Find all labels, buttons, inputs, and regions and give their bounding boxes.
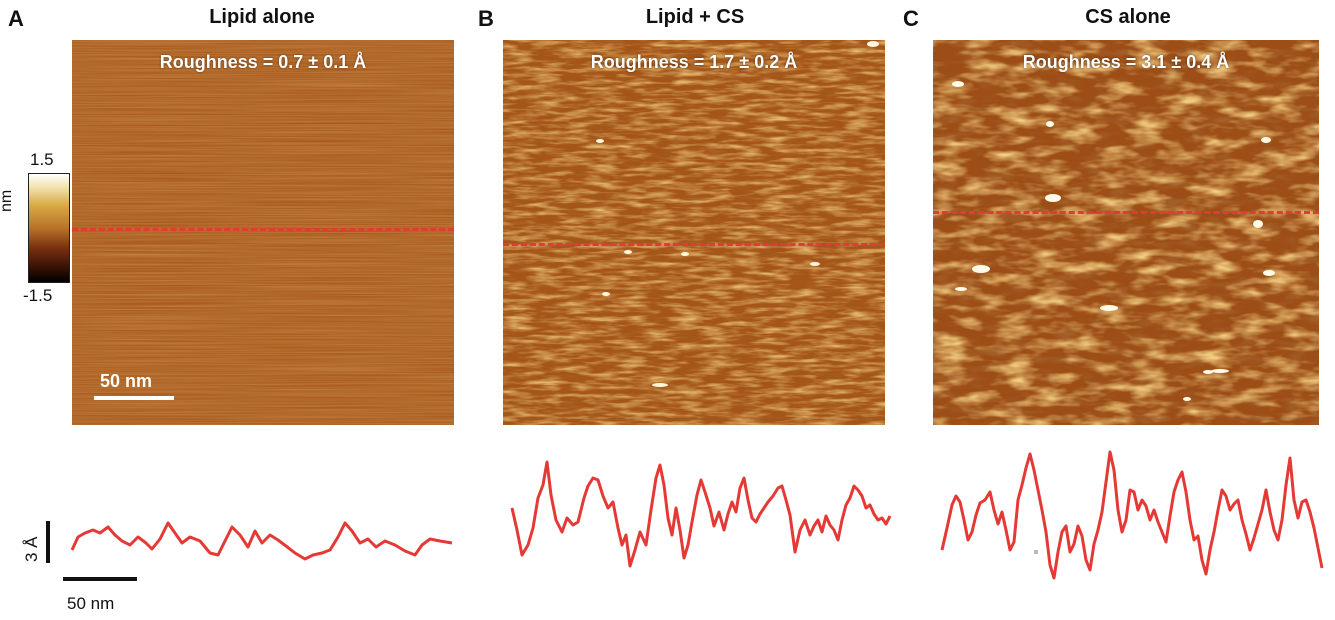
panel-letter-b: B [478,6,494,31]
image-scalebar-label: 50 nm [100,371,153,391]
scan-line-b [503,243,885,246]
roughness-label-b: Roughness = 1.7 ± 0.2 Å [590,52,798,72]
height-profile-c [940,450,1324,580]
colorbar-min-label: -1.5 [23,286,53,305]
profile-horizontal-scalebar [63,577,137,581]
afm-texture-a [72,40,454,425]
colorbar-max-label: 1.5 [30,150,54,169]
profile-horizontal-scalebar-label: 50 nm [67,594,115,613]
scan-line-c [933,211,1319,214]
height-profile-b [510,460,892,568]
panel-title-c: CS alone [1085,6,1171,28]
afm-image-lipid-alone: Roughness = 0.7 ± 0.1 Å 50 nm [72,40,454,425]
profile-vertical-scalebar-label: 3 Å [22,536,41,562]
panel-letter-c: C [903,6,919,31]
image-scalebar [94,396,174,400]
scan-line-a [72,228,454,231]
panel-letter-a: A [8,6,24,31]
panel-title-a: Lipid alone [209,6,315,28]
afm-texture-c [933,40,1319,425]
colorbar [28,173,70,283]
particles-c [952,81,1275,401]
panel-title-b: Lipid + CS [645,6,745,28]
height-profile-a [70,521,453,561]
afm-image-cs-alone: Roughness = 3.1 ± 0.4 Å [933,40,1319,425]
afm-image-lipid-cs: Roughness = 1.7 ± 0.2 Å [503,40,885,425]
particles-b [596,41,879,387]
afm-texture-b [503,40,885,425]
colorbar-unit: nm [0,189,15,212]
roughness-label-c: Roughness = 3.1 ± 0.4 Å [1022,52,1230,72]
profile-vertical-scalebar [46,521,50,563]
roughness-label-a: Roughness = 0.7 ± 0.1 Å [159,52,367,72]
